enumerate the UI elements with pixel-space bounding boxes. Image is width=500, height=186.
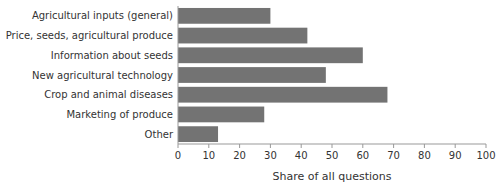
x-tick-label: 80 (418, 150, 431, 161)
x-tick-label: 90 (449, 150, 462, 161)
category-label: Price, seeds, agricultural produce (6, 30, 173, 41)
x-axis: 0 10 20 30 40 50 60 70 80 90 100 (175, 6, 496, 161)
x-tick-label: 0 (175, 150, 181, 161)
x-tick (178, 144, 179, 148)
x-tick (455, 144, 456, 148)
x-tick-label: 20 (233, 150, 246, 161)
bars (178, 8, 387, 142)
x-tick (239, 144, 240, 148)
x-tick (362, 144, 363, 148)
category-label: Agricultural inputs (general) (32, 10, 173, 21)
category-label: Other (145, 129, 174, 140)
y-axis-labels: Other Marketing of produce Crop and animal… (6, 10, 174, 139)
chart-container: Other Marketing of produce Crop and animal… (0, 0, 500, 186)
bar (178, 47, 363, 63)
chart-svg: Other Marketing of produce Crop and animal… (0, 0, 500, 186)
category-label: Crop and animal diseases (44, 89, 173, 100)
category-label: Marketing of produce (66, 109, 173, 120)
bar (178, 107, 264, 123)
x-tick-label: 100 (476, 150, 495, 161)
x-tick-label: 30 (264, 150, 277, 161)
x-axis-title: Share of all questions (273, 170, 392, 183)
bar (178, 126, 218, 142)
bar (178, 8, 270, 24)
x-tick (332, 144, 333, 148)
x-tick-label: 60 (356, 150, 369, 161)
bar (178, 67, 326, 83)
x-tick (424, 144, 425, 148)
category-label: Information about seeds (51, 50, 173, 61)
bar (178, 87, 387, 103)
x-tick-label: 10 (202, 150, 215, 161)
x-tick-label: 40 (295, 150, 308, 161)
x-tick (301, 144, 302, 148)
x-tick-label: 50 (326, 150, 339, 161)
x-tick-label: 70 (387, 150, 400, 161)
x-tick (208, 144, 209, 148)
bar (178, 28, 307, 44)
x-tick (270, 144, 271, 148)
category-label: New agricultural technology (32, 70, 173, 81)
zero-line (178, 6, 179, 144)
x-tick (486, 144, 487, 148)
x-tick (393, 144, 394, 148)
